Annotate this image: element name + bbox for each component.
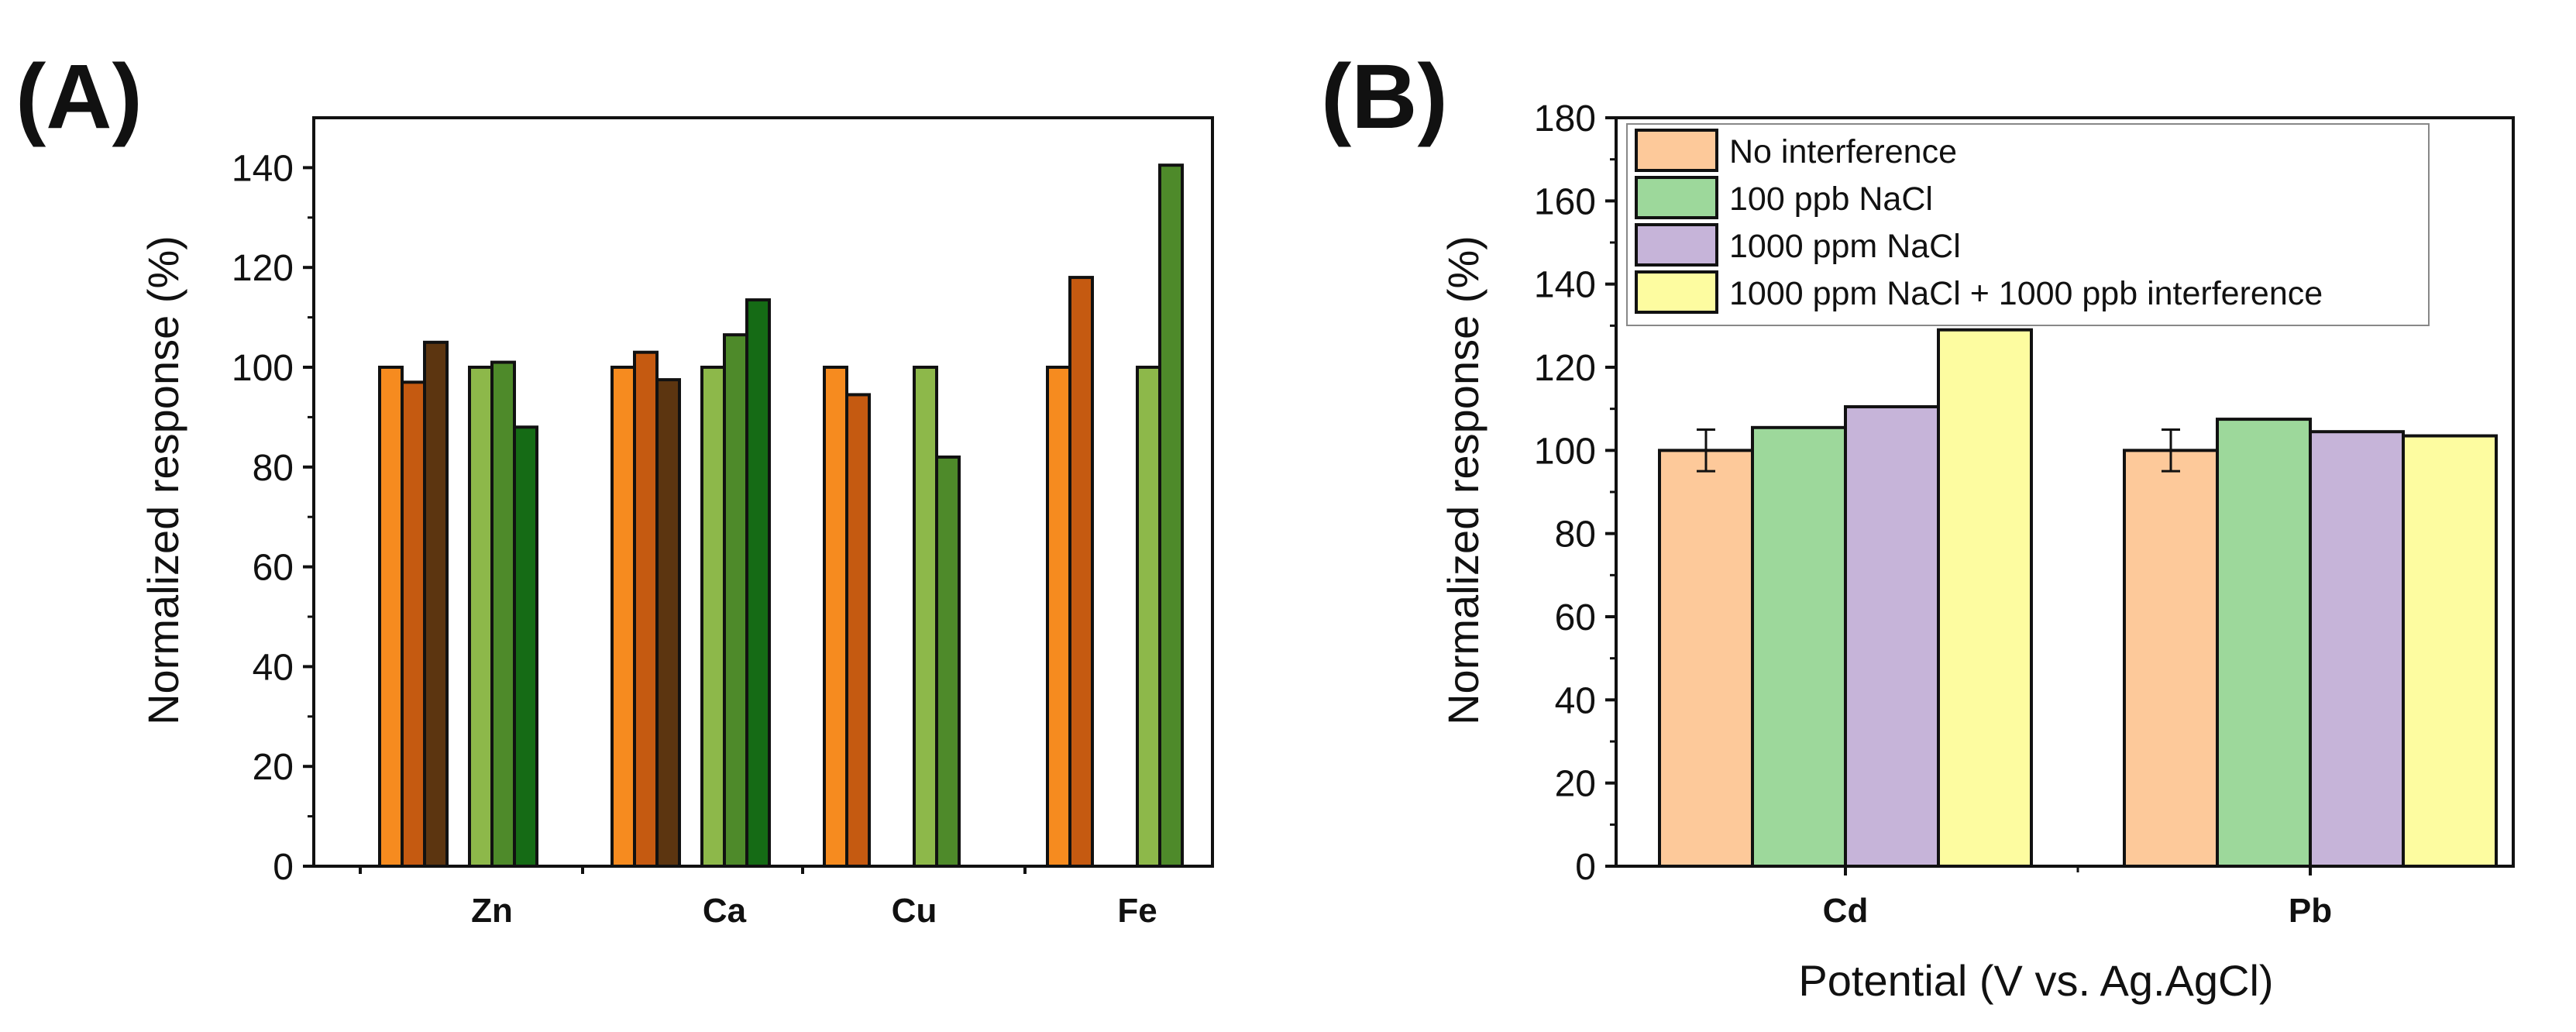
panel-a-category-label: Ca bbox=[703, 892, 747, 930]
panel-b-y-tick-label: 60 bbox=[1555, 597, 1596, 638]
panel-b-y-tick-label: 80 bbox=[1555, 514, 1596, 556]
panel-b-y-axis-title: Normalized response (%) bbox=[1439, 236, 1487, 725]
bar-zn-0 bbox=[378, 366, 404, 868]
bar-pb-series-1 bbox=[2216, 418, 2312, 868]
bar-cd-series-3 bbox=[1937, 328, 2033, 868]
panel-b-y-tick-label: 100 bbox=[1534, 431, 1596, 472]
panel-a-category-label: Zn bbox=[471, 892, 513, 930]
bar-zn-5 bbox=[513, 425, 538, 868]
panel-b-y-tick-label: 140 bbox=[1534, 265, 1596, 306]
legend-swatch bbox=[1635, 270, 1718, 314]
legend-swatch bbox=[1635, 223, 1718, 267]
bar-fe-0 bbox=[1046, 366, 1071, 868]
panel-a-y-tick-label: 80 bbox=[253, 448, 294, 489]
panel-a-y-axis-title: Normalized response (%) bbox=[139, 236, 187, 725]
legend-swatch bbox=[1635, 176, 1718, 219]
panel-b-category-label: Cd bbox=[1823, 892, 1869, 930]
bar-ca-3 bbox=[700, 366, 726, 868]
panel-b-y-tick-label: 20 bbox=[1555, 764, 1596, 805]
panel-b: (B) Normalized response (%) Potential (V… bbox=[1321, 46, 2515, 1005]
bar-cd-series-2 bbox=[1844, 404, 1940, 868]
panel-a-category-label: Cu bbox=[892, 892, 937, 930]
panel-b-label: (B) bbox=[1321, 46, 1448, 148]
panel-a: (A) Normalized response (%) 0 20 40 60 80 100… bbox=[15, 46, 1214, 930]
bar-cu-1 bbox=[845, 393, 871, 869]
legend-frame bbox=[1626, 123, 2430, 326]
panel-a-y-tick-label: 40 bbox=[253, 647, 294, 688]
bar-ca-1 bbox=[633, 350, 659, 868]
bar-pb-series-0 bbox=[2123, 449, 2219, 868]
panel-a-category-label: Fe bbox=[1117, 892, 1157, 930]
panel-b-x-axis-title: Potential (V vs. Ag.AgCl) bbox=[1798, 956, 2273, 1005]
panel-b-y-tick-label: 120 bbox=[1534, 348, 1596, 389]
bar-fe-1 bbox=[1068, 276, 1094, 868]
legend-label: 1000 ppm NaCl bbox=[1729, 228, 1961, 265]
panel-b-plot: 0 20 40 60 80 100 120 140 160 180 Cd Pb No interfere… bbox=[1534, 98, 2515, 930]
bar-zn-4 bbox=[490, 360, 516, 868]
panel-a-y-tick-label: 100 bbox=[232, 348, 294, 389]
panel-a-label: (A) bbox=[15, 46, 143, 148]
legend-swatch bbox=[1635, 129, 1718, 172]
panel-a-plot: 0 20 40 60 80 100 120 140 Zn Ca Cu Fe bbox=[232, 116, 1214, 930]
bar-zn-2 bbox=[423, 340, 449, 868]
bar-cd-series-1 bbox=[1751, 425, 1847, 868]
panel-b-y-tick-label: 160 bbox=[1534, 181, 1596, 222]
panel-b-y-tick-label: 0 bbox=[1575, 847, 1596, 888]
bar-fe-2 bbox=[1136, 366, 1161, 868]
panel-a-y-tick-label: 140 bbox=[232, 148, 294, 189]
bar-cu-0 bbox=[823, 366, 848, 868]
bar-pb-series-3 bbox=[2402, 434, 2498, 868]
legend-label: 1000 ppm NaCl + 1000 ppb interference bbox=[1729, 275, 2323, 312]
panel-a-y-tick-label: 60 bbox=[253, 548, 294, 589]
bar-fe-3 bbox=[1158, 163, 1184, 868]
bar-ca-5 bbox=[745, 298, 771, 868]
panel-b-category-label: Pb bbox=[2289, 892, 2332, 930]
bar-cu-2 bbox=[913, 366, 938, 868]
panel-b-y-tick-label: 180 bbox=[1534, 98, 1596, 139]
panel-a-y-tick-label: 20 bbox=[253, 747, 294, 788]
legend-label: No interference bbox=[1729, 133, 1957, 170]
legend-label: 100 ppb NaCl bbox=[1729, 181, 1933, 218]
bar-zn-1 bbox=[401, 380, 426, 868]
panel-a-y-tick-label: 0 bbox=[273, 847, 294, 888]
legend: No interference 100 ppb NaCl 1000 ppm NaCl… bbox=[1626, 123, 2430, 326]
bar-ca-4 bbox=[723, 333, 748, 868]
bar-ca-0 bbox=[610, 366, 636, 868]
panel-b-y-tick-label: 40 bbox=[1555, 680, 1596, 721]
panel-a-y-tick-label: 120 bbox=[232, 248, 294, 289]
bar-cd-series-0 bbox=[1658, 449, 1754, 868]
bar-ca-2 bbox=[655, 378, 681, 869]
bar-zn-3 bbox=[468, 366, 494, 868]
bar-pb-series-2 bbox=[2309, 430, 2405, 868]
bar-cu-3 bbox=[935, 455, 961, 868]
